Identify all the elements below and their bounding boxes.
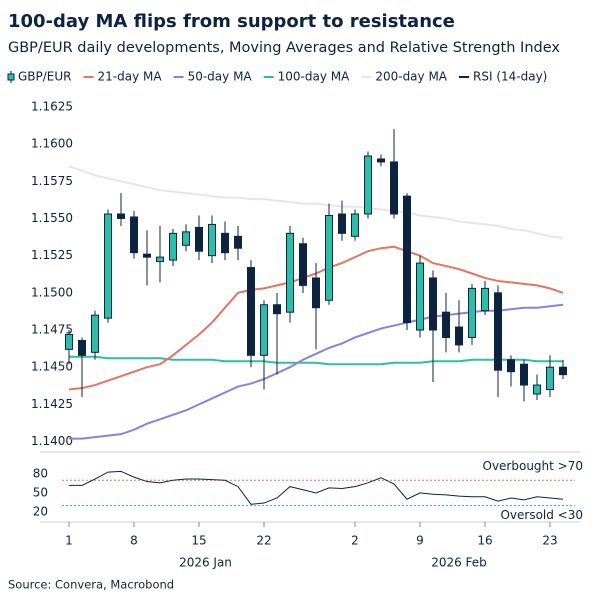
legend-label: 21-day MA [98,70,163,84]
y-tick-label: 1.1550 [31,211,73,225]
candle-body [429,277,437,331]
candle-body [143,253,151,258]
candle-body [221,232,229,254]
y-tick-label: 20 [33,504,48,518]
candle-body [182,231,190,246]
chart-subtitle: GBP/EUR daily developments, Moving Avera… [8,40,560,56]
y-tick-label: 1.1575 [31,174,73,188]
threshold-label: Overbought >70 [483,459,584,473]
candle-body [546,366,554,391]
candle-body [533,384,541,395]
candle-body [559,366,567,376]
x-tick-label: 9 [416,534,424,548]
candle-body [104,213,112,319]
candle-body [377,158,385,163]
y-tick-label: 1.1475 [31,323,73,337]
candle-body [325,214,333,301]
candle-body [494,292,502,371]
candle-body [351,213,359,237]
candle-body [364,155,372,215]
candle-body [442,311,450,338]
candle-body [65,333,73,350]
ma-line [68,165,564,239]
candle-body [455,326,463,346]
candle-body [260,304,268,356]
candle-body [195,226,203,252]
legend-label: 50-day MA [188,70,253,84]
candle-body [338,213,346,234]
x-tick-label: 22 [256,534,271,548]
source: Source: Convera, Macrobond [8,578,174,592]
candle-body [390,161,398,215]
x-tick-label: 8 [130,534,138,548]
candle-body [234,235,242,249]
candle-body [156,256,164,263]
candle-body [416,262,424,331]
legend-label: RSI (14-day) [473,70,547,84]
candle-body [312,277,320,309]
threshold-label: Oversold <30 [500,508,583,522]
candle-body [117,213,125,219]
y-tick-label: 1.1600 [31,137,73,151]
x-group-label: 2026 Jan [179,556,232,570]
legend-icon [7,73,15,81]
y-tick-label: 50 [33,485,48,499]
x-tick-label: 23 [542,534,557,548]
candle-body [91,314,99,353]
candle-body [299,243,307,286]
candle-body [286,232,294,313]
candle-body [507,359,515,373]
y-tick-label: 1.1425 [31,397,73,411]
chart-title: 100-day MA flips from support to resista… [8,11,455,32]
rsi-line [69,470,564,505]
y-tick-label: 1.1450 [31,360,73,374]
x-group-label: 2026 Feb [431,556,487,570]
candle-body [520,363,528,386]
y-tick-label: 1.1500 [31,285,73,299]
candle-body [481,287,489,312]
y-tick-label: 1.1400 [31,434,73,448]
y-tick-label: 80 [33,466,48,480]
candle-body [273,304,281,315]
y-tick-label: 1.1525 [31,248,73,262]
x-tick-label: 2 [351,534,359,548]
ma-line [69,303,564,440]
y-tick-label: 1.1625 [31,99,73,113]
candle-body [78,339,86,356]
legend-label: 200-day MA [375,70,447,84]
candle-body [403,195,411,324]
ma-line [69,355,563,366]
x-tick-label: 1 [65,534,73,548]
legend-label: 100-day MA [278,70,350,84]
candle-body [468,287,476,338]
candle-body [130,216,138,254]
x-tick-label: 16 [477,534,492,548]
candle-body [208,223,216,257]
candle-body [169,232,177,261]
candle-body [247,267,255,356]
x-tick-label: 15 [191,534,206,548]
legend-label: GBP/EUR [18,70,72,84]
